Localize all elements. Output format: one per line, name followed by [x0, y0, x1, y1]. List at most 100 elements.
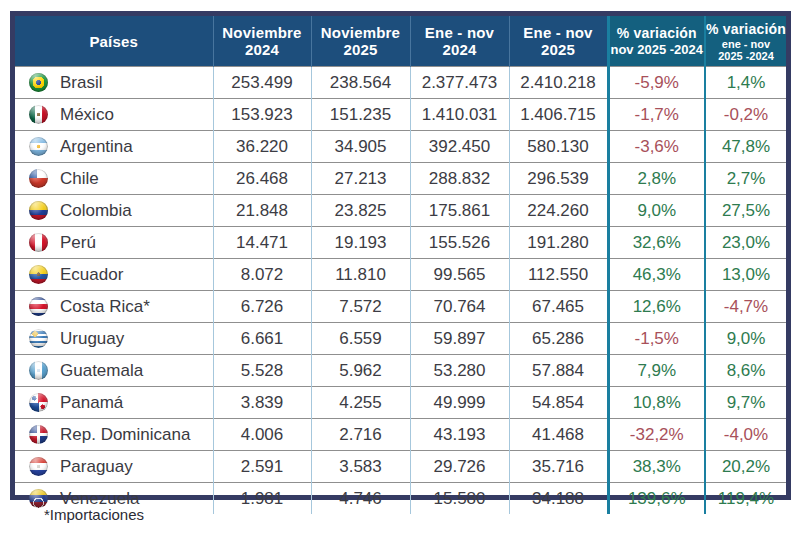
nov-2025-cell: 151.235 — [311, 99, 410, 131]
table-row: Argentina36.22034.905392.450580.130-3,6%… — [15, 131, 786, 163]
header-ene-nov-2025: Ene - nov 2025 — [509, 16, 608, 67]
variacion-nov-cell: -32,2% — [608, 419, 705, 451]
ene-nov-2024-cell: 288.832 — [410, 163, 509, 195]
peru-flag-icon — [29, 233, 48, 252]
ene-nov-2025-cell: 580.130 — [509, 131, 608, 163]
footnote-importaciones: *Importaciones — [44, 506, 144, 523]
nov-2024-cell: 8.072 — [213, 259, 311, 291]
country-name: Panamá — [60, 393, 123, 412]
ene-nov-2024-cell: 29.726 — [410, 451, 509, 483]
country-cell: Paraguay — [15, 451, 213, 483]
nov-2024-cell: 3.839 — [213, 387, 311, 419]
table-row: Rep. Dominicana4.0062.71643.19341.468-32… — [15, 419, 786, 451]
variacion-nov-cell: -5,9% — [608, 67, 705, 99]
nov-2024-cell: 21.848 — [213, 195, 311, 227]
ene-nov-2025-cell: 35.716 — [509, 451, 608, 483]
variacion-nov-cell: 9,0% — [608, 195, 705, 227]
table-row: Colombia21.84823.825175.861224.2609,0%27… — [15, 195, 786, 227]
ene-nov-2025-cell: 224.260 — [509, 195, 608, 227]
nov-2024-cell: 14.471 — [213, 227, 311, 259]
nov-2025-cell: 4.746 — [311, 483, 410, 515]
brasil-flag-icon — [29, 73, 48, 92]
country-cell: Costa Rica* — [15, 291, 213, 323]
country-name: Colombia — [60, 201, 132, 220]
nov-2024-cell: 4.006 — [213, 419, 311, 451]
variacion-nov-cell: 38,3% — [608, 451, 705, 483]
header-ene-nov-2024: Ene - nov 2024 — [410, 16, 509, 67]
ene-nov-2025-cell: 57.884 — [509, 355, 608, 387]
country-name: Brasil — [60, 73, 103, 92]
variacion-nov-cell: -1,5% — [608, 323, 705, 355]
variacion-ene-nov-cell: 20,2% — [705, 451, 786, 483]
nov-2025-cell: 6.559 — [311, 323, 410, 355]
country-name: Ecuador — [60, 265, 123, 284]
ene-nov-2025-cell: 1.406.715 — [509, 99, 608, 131]
nov-2024-cell: 36.220 — [213, 131, 311, 163]
ene-nov-2024-cell: 53.280 — [410, 355, 509, 387]
variacion-ene-nov-cell: 23,0% — [705, 227, 786, 259]
nov-2025-cell: 34.905 — [311, 131, 410, 163]
nov-2024-cell: 153.923 — [213, 99, 311, 131]
nov-2025-cell: 4.255 — [311, 387, 410, 419]
nov-2025-cell: 238.564 — [311, 67, 410, 99]
table-row: Ecuador8.07211.81099.565112.55046,3%13,0… — [15, 259, 786, 291]
costarica-flag-icon — [29, 297, 48, 316]
nov-2025-cell: 7.572 — [311, 291, 410, 323]
table-row: Perú14.47119.193155.526191.28032,6%23,0% — [15, 227, 786, 259]
ene-nov-2024-cell: 70.764 — [410, 291, 509, 323]
variacion-nov-cell: -1,7% — [608, 99, 705, 131]
variacion-ene-nov-cell: 9,0% — [705, 323, 786, 355]
variacion-nov-cell: 32,6% — [608, 227, 705, 259]
variacion-ene-nov-cell: 1,4% — [705, 67, 786, 99]
country-name: Costa Rica* — [60, 297, 150, 316]
ecuador-flag-icon — [29, 265, 48, 284]
header-noviembre-2024: Noviembre 2024 — [213, 16, 311, 67]
header-paises: Países — [15, 16, 213, 67]
nov-2025-cell: 11.810 — [311, 259, 410, 291]
nov-2024-cell: 26.468 — [213, 163, 311, 195]
variacion-nov-cell: 46,3% — [608, 259, 705, 291]
country-cell: Perú — [15, 227, 213, 259]
variacion-nov-cell: 12,6% — [608, 291, 705, 323]
table-row: Costa Rica*6.7267.57270.76467.46512,6%-4… — [15, 291, 786, 323]
ene-nov-2025-cell: 41.468 — [509, 419, 608, 451]
variacion-nov-cell: 10,8% — [608, 387, 705, 419]
variacion-nov-cell: 7,9% — [608, 355, 705, 387]
nov-2024-cell: 6.726 — [213, 291, 311, 323]
country-cell: Argentina — [15, 131, 213, 163]
ene-nov-2024-cell: 15.580 — [410, 483, 509, 515]
table-row: Paraguay2.5913.58329.72635.71638,3%20,2% — [15, 451, 786, 483]
variacion-nov-cell: 139,6% — [608, 483, 705, 515]
uruguay-flag-icon — [29, 329, 48, 348]
country-cell: Ecuador — [15, 259, 213, 291]
country-cell: Chile — [15, 163, 213, 195]
header-paises-label: Países — [15, 33, 213, 50]
ene-nov-2025-cell: 65.286 — [509, 323, 608, 355]
country-name: Uruguay — [60, 329, 124, 348]
nov-2025-cell: 2.716 — [311, 419, 410, 451]
variacion-nov-cell: 2,8% — [608, 163, 705, 195]
variacion-ene-nov-cell: 27,5% — [705, 195, 786, 227]
header-variacion-ene-nov: % variación ene - nov 2025 -2024 — [705, 16, 786, 67]
ene-nov-2024-cell: 2.377.473 — [410, 67, 509, 99]
ene-nov-2024-cell: 43.193 — [410, 419, 509, 451]
variacion-ene-nov-cell: -4,0% — [705, 419, 786, 451]
variacion-ene-nov-cell: 8,6% — [705, 355, 786, 387]
ene-nov-2025-cell: 296.539 — [509, 163, 608, 195]
argentina-flag-icon — [29, 137, 48, 156]
variacion-ene-nov-cell: 9,7% — [705, 387, 786, 419]
nov-2025-cell: 27.213 — [311, 163, 410, 195]
ene-nov-2025-cell: 2.410.218 — [509, 67, 608, 99]
variacion-ene-nov-cell: 13,0% — [705, 259, 786, 291]
country-cell: México — [15, 99, 213, 131]
country-name: Venezuela — [60, 489, 139, 508]
countries-table: Países Noviembre 2024 Noviembre 2025 Ene… — [15, 16, 786, 514]
country-cell: Panamá — [15, 387, 213, 419]
nov-2024-cell: 2.591 — [213, 451, 311, 483]
country-cell: Colombia — [15, 195, 213, 227]
ene-nov-2024-cell: 49.999 — [410, 387, 509, 419]
variacion-ene-nov-cell: 2,7% — [705, 163, 786, 195]
mexico-flag-icon — [29, 105, 48, 124]
country-name: Guatemala — [60, 361, 143, 380]
nov-2024-cell: 5.528 — [213, 355, 311, 387]
